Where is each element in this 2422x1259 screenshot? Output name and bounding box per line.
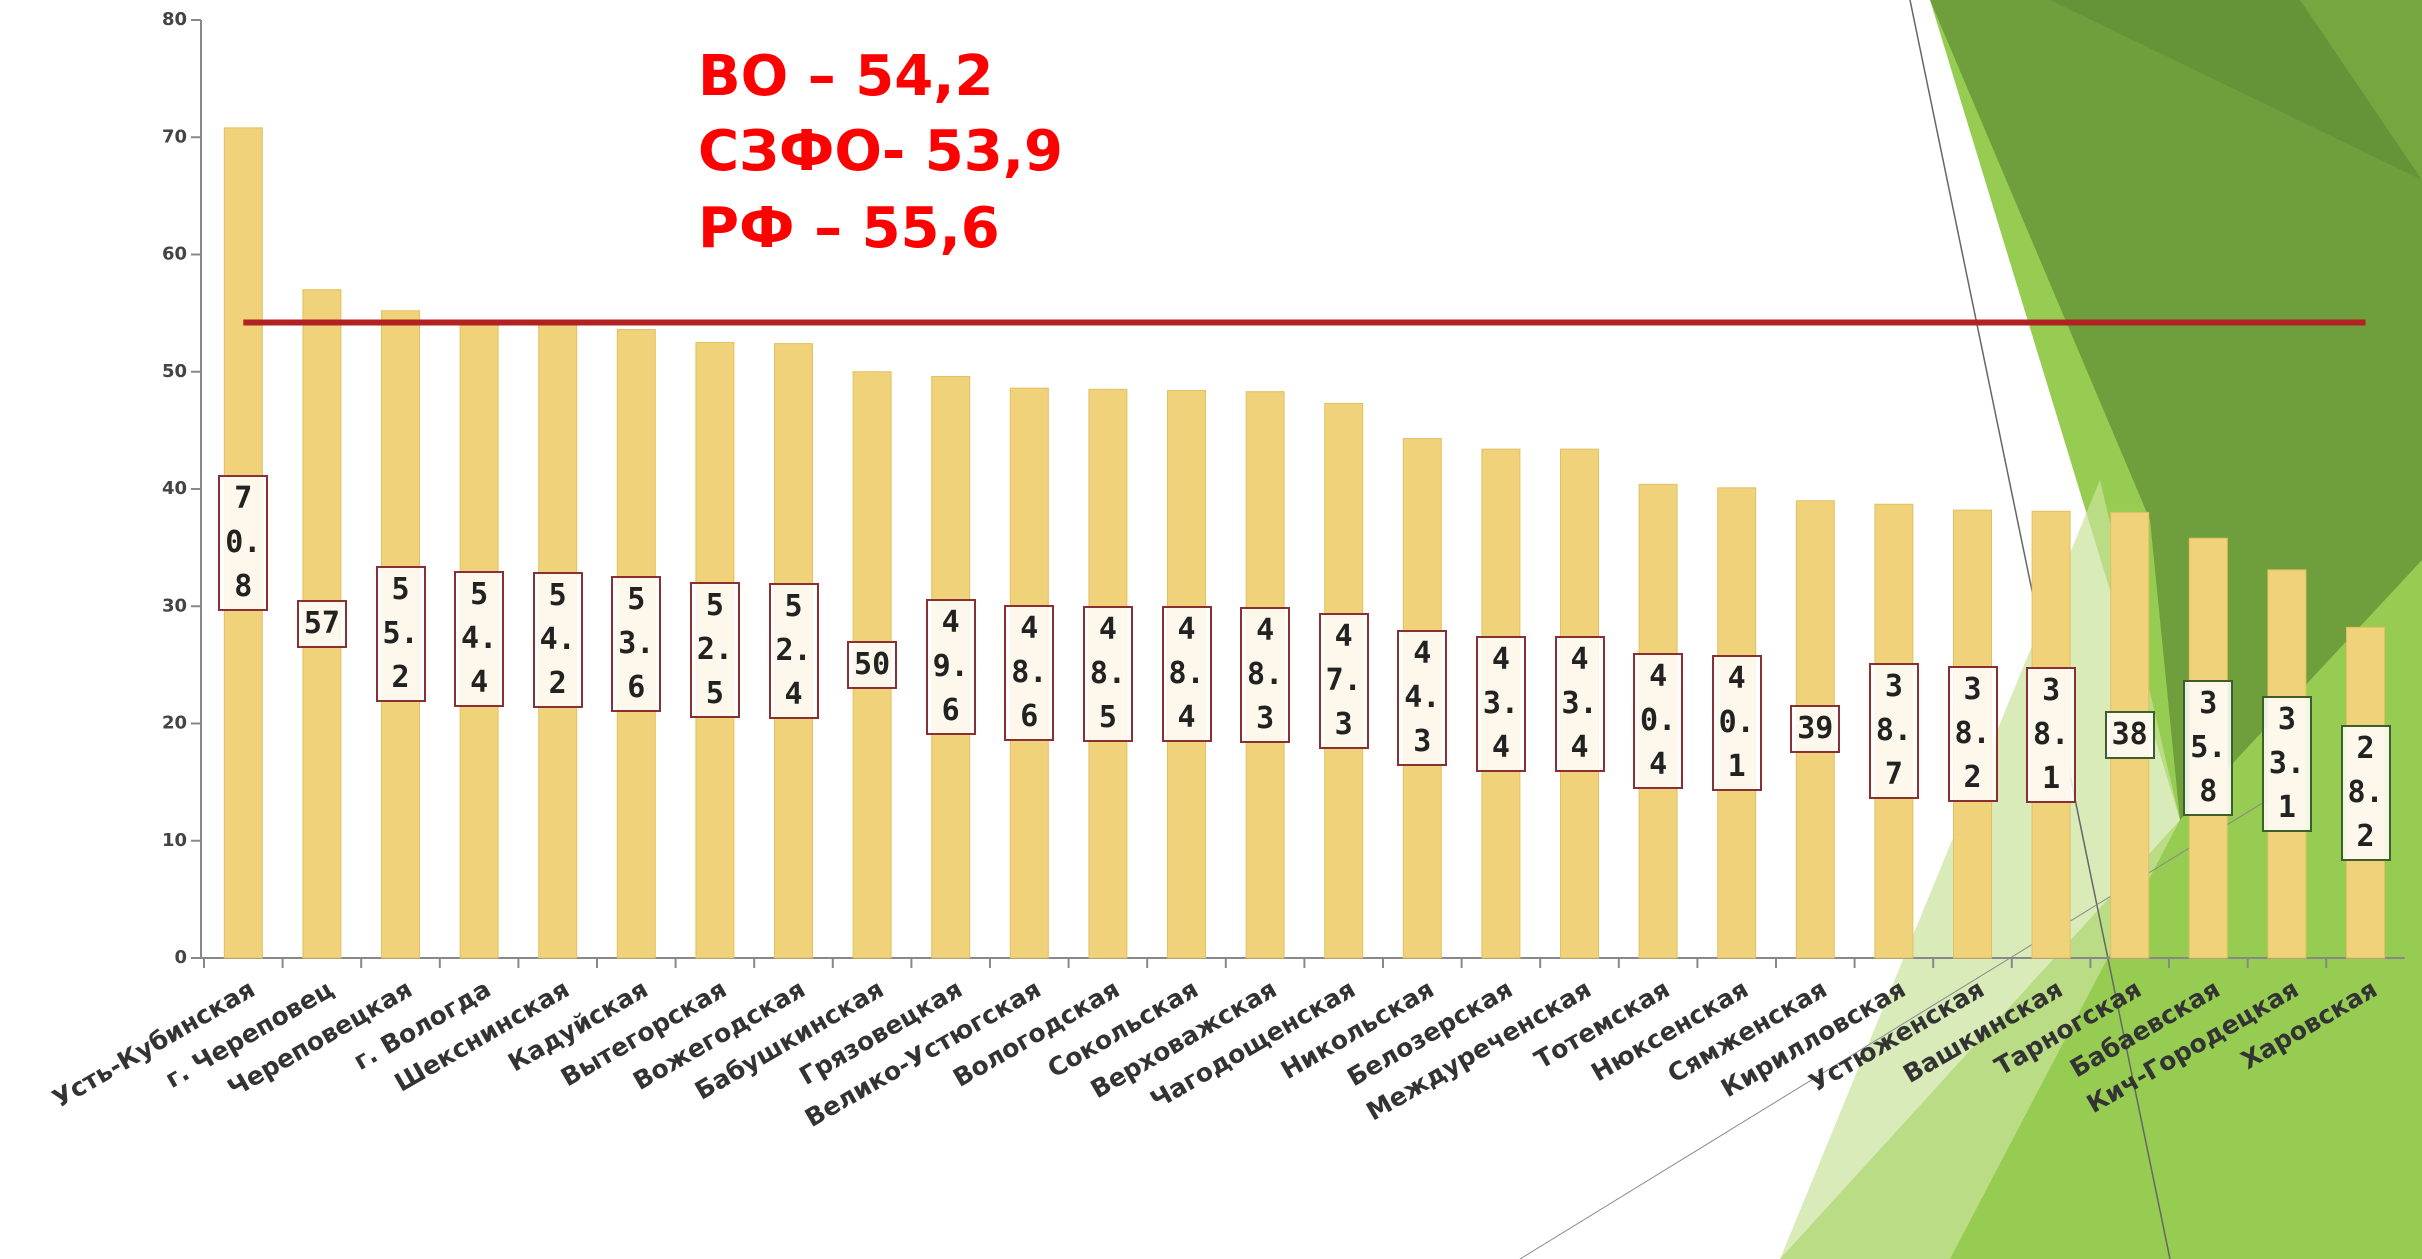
value-label: 48.3 [1240, 606, 1291, 743]
value-label: 40.1 [1711, 654, 1762, 791]
value-label: 33.1 [2261, 695, 2312, 832]
value-label: 38 [2104, 711, 2155, 760]
annotation: ВО – 54,2 [698, 44, 993, 109]
value-label: 28.2 [2340, 724, 2391, 861]
value-label: 53.6 [611, 575, 662, 712]
value-label: 55.2 [375, 566, 426, 703]
y-tick-label: 70 [162, 126, 187, 147]
y-tick-label: 50 [162, 361, 187, 382]
value-label: 40.4 [1633, 653, 1684, 790]
value-label: 43.4 [1475, 635, 1526, 772]
y-tick-label: 20 [162, 713, 187, 734]
y-tick-label: 0 [174, 947, 187, 968]
value-label: 54.4 [454, 571, 505, 708]
value-label: 49.6 [925, 599, 976, 736]
annotation: РФ – 55,6 [698, 196, 1000, 261]
value-label: 43.4 [1554, 635, 1605, 772]
value-label: 57 [296, 599, 347, 648]
y-tick-label: 10 [162, 830, 187, 851]
value-label: 48.6 [1004, 605, 1055, 742]
value-label: 38.1 [2026, 666, 2077, 803]
value-label: 50 [847, 640, 898, 689]
y-tick-label: 40 [162, 478, 187, 499]
value-label: 38.2 [1947, 666, 1998, 803]
y-tick-label: 30 [162, 595, 187, 616]
value-label: 44.3 [1397, 630, 1448, 767]
y-tick-label: 60 [162, 244, 187, 265]
value-label: 52.4 [768, 582, 819, 719]
value-label: 35.8 [2183, 680, 2234, 817]
value-label: 48.4 [1161, 606, 1212, 743]
value-label: 70.8 [218, 474, 269, 611]
y-tick-label: 80 [162, 9, 187, 30]
value-label: 47.3 [1318, 612, 1369, 749]
value-label: 48.5 [1082, 605, 1133, 742]
value-label: 54.2 [532, 572, 583, 709]
value-label: 52.5 [689, 582, 740, 719]
value-label: 39 [1790, 705, 1841, 754]
value-label: 38.7 [1868, 663, 1919, 800]
annotation: СЗФО- 53,9 [698, 119, 1063, 184]
